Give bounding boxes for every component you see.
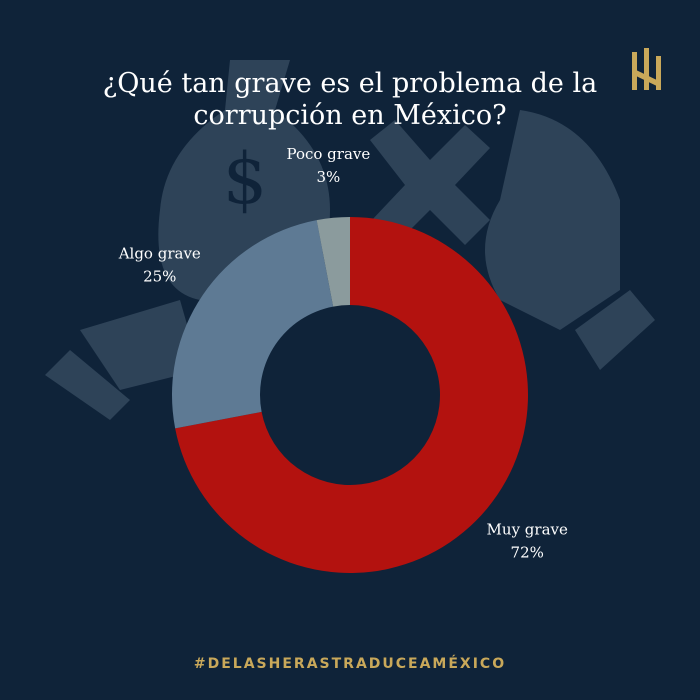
background-art-detail: $ <box>223 138 268 220</box>
donut-slice <box>316 217 350 307</box>
slice-value: 3% <box>316 168 340 186</box>
hashtag: #DELASHERASTRADUCEAMÉXICO <box>193 656 507 672</box>
chart-title: ¿Qué tan grave es el problema de la corr… <box>102 68 598 131</box>
slice-label: Muy grave <box>487 521 568 539</box>
slice-label: Algo grave <box>118 245 201 263</box>
donut-slice <box>171 220 334 429</box>
slice-value: 72% <box>511 544 544 562</box>
slice-label: Poco grave <box>286 145 370 163</box>
svg-text:$: $ <box>223 138 268 220</box>
logo <box>632 48 661 90</box>
slice-value: 25% <box>143 268 176 286</box>
donut-slice <box>175 217 528 573</box>
